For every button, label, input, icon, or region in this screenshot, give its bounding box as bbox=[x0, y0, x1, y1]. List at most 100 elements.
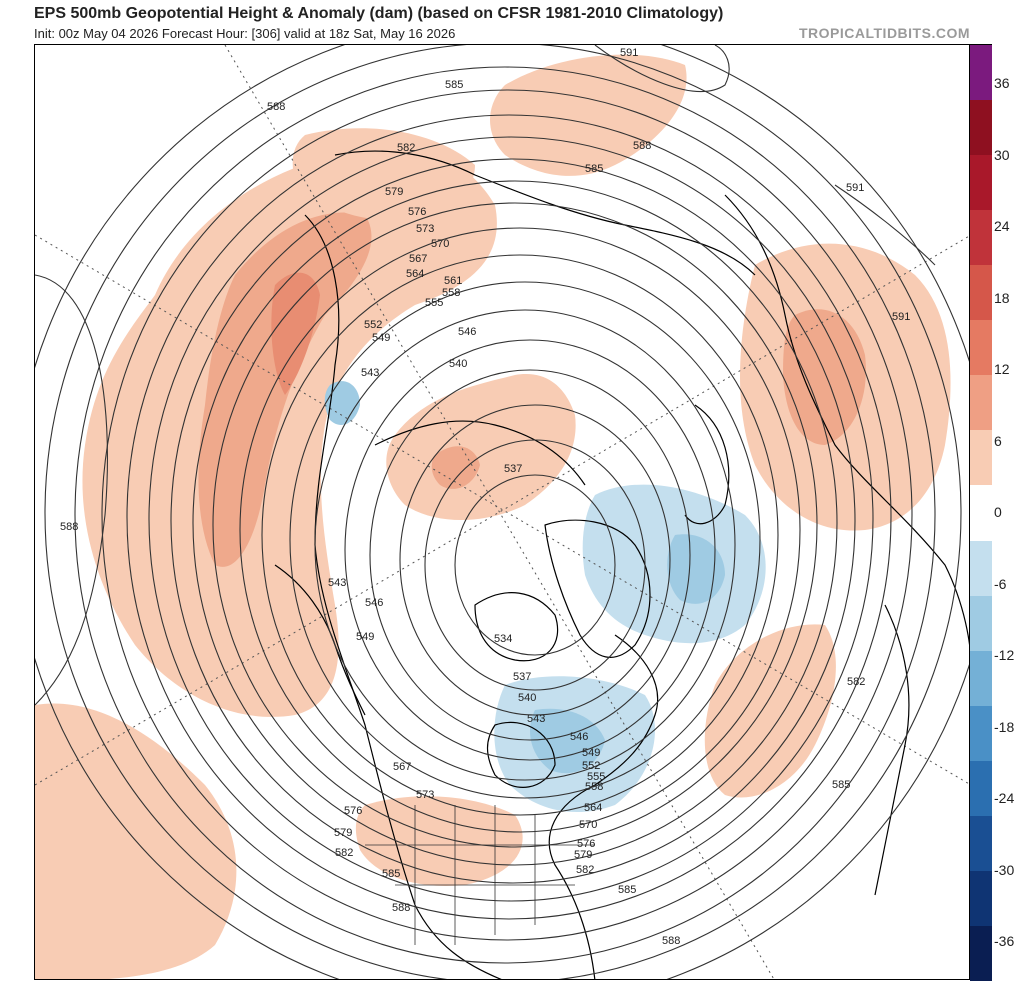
colorbar-tick-label: -6 bbox=[994, 575, 1007, 592]
colorbar-segment bbox=[970, 430, 992, 486]
contour-label: 576 bbox=[344, 805, 362, 817]
colorbar-segment bbox=[970, 815, 992, 872]
graticule bbox=[35, 45, 969, 979]
contour-label: 546 bbox=[570, 731, 588, 743]
positive-anomaly-pacific bbox=[82, 147, 497, 717]
anomaly-shading bbox=[35, 54, 951, 979]
contour-label: 591 bbox=[846, 182, 864, 194]
positive-anomaly-us bbox=[355, 796, 523, 886]
colorbar-segment bbox=[970, 870, 992, 927]
contour-label: 585 bbox=[832, 779, 850, 791]
contour-line bbox=[126, 114, 892, 920]
contour-label: 549 bbox=[356, 631, 374, 643]
contour-label: 582 bbox=[397, 142, 415, 154]
contour-label: 537 bbox=[504, 463, 522, 475]
contour-line bbox=[74, 66, 936, 964]
contour-label: 585 bbox=[382, 868, 400, 880]
positive-anomaly-europe-core bbox=[783, 309, 866, 445]
colorbar-tick-label: 0 bbox=[994, 504, 1002, 520]
colorbar-tick-label: 18 bbox=[994, 289, 1010, 306]
colorbar-segment bbox=[970, 595, 992, 652]
colorbar-tick-label: -36 bbox=[994, 933, 1015, 949]
colorbar-segment bbox=[970, 650, 992, 707]
coastline-scandinavia bbox=[684, 404, 730, 525]
contour-line bbox=[834, 184, 936, 266]
contour-line bbox=[314, 309, 736, 781]
positive-anomaly-north bbox=[490, 54, 687, 176]
contour-label: 567 bbox=[393, 761, 411, 773]
contour-label: 582 bbox=[335, 847, 353, 859]
contour-label: 570 bbox=[431, 238, 449, 250]
contour-line bbox=[35, 274, 109, 706]
colorbar-segment bbox=[970, 265, 992, 321]
contour-label: 543 bbox=[527, 713, 545, 725]
contour-label: 552 bbox=[582, 760, 600, 772]
contour-label: 564 bbox=[406, 268, 424, 280]
contour-label: 585 bbox=[618, 884, 636, 896]
coastline-siberia bbox=[374, 420, 586, 486]
contour-labels: 591 585 588 582 585 579 588 591 576 573 … bbox=[60, 47, 910, 947]
contour-label: 576 bbox=[408, 206, 426, 218]
colorbar-segment bbox=[970, 375, 992, 431]
contour-label: 555 bbox=[587, 771, 605, 783]
negative-anomaly-greenland-core bbox=[667, 534, 725, 604]
colorbar-tick-label: 12 bbox=[994, 361, 1010, 377]
colorbar-segment bbox=[970, 925, 992, 982]
positive-anomaly-arctic-core bbox=[431, 446, 480, 489]
colorbar-segment bbox=[970, 760, 992, 817]
map-title: EPS 500mb Geopotential Height & Anomaly … bbox=[34, 5, 724, 22]
contour-label: 534 bbox=[494, 633, 512, 645]
contour-label: 570 bbox=[579, 819, 597, 831]
contour-label: 549 bbox=[582, 747, 600, 759]
contour-line bbox=[344, 339, 716, 761]
colorbar-segment bbox=[970, 540, 992, 597]
contour-line bbox=[454, 474, 616, 656]
height-contours bbox=[35, 45, 969, 979]
contour-line bbox=[192, 180, 838, 866]
contour-label: 588 bbox=[662, 935, 680, 947]
contour-label: 573 bbox=[416, 223, 434, 235]
contour-label: 561 bbox=[444, 275, 462, 287]
contour-line bbox=[369, 369, 691, 741]
contour-label: 579 bbox=[574, 849, 592, 861]
contour-label: 540 bbox=[449, 358, 467, 370]
colorbar-segment bbox=[970, 210, 992, 266]
contour-label: 540 bbox=[518, 692, 536, 704]
contour-line bbox=[239, 227, 801, 833]
negative-anomaly-labrador-core bbox=[530, 708, 605, 774]
contour-label: 564 bbox=[584, 802, 602, 814]
contour-label: 543 bbox=[328, 577, 346, 589]
contour-label: 582 bbox=[847, 676, 865, 688]
contour-line bbox=[594, 45, 730, 93]
positive-anomaly-arctic bbox=[386, 374, 576, 520]
contour-label: 567 bbox=[409, 253, 427, 265]
contour-line bbox=[212, 202, 818, 848]
colorbar-segment bbox=[970, 320, 992, 376]
colorbar-tick-label: 36 bbox=[994, 75, 1010, 91]
contour-label: 558 bbox=[585, 781, 603, 793]
coastline-hudson-bay bbox=[486, 721, 556, 788]
site-brand[interactable]: TROPICALTIDBITS.COM bbox=[798, 25, 970, 41]
meridian-line bbox=[35, 234, 969, 785]
colorbar-segment bbox=[970, 100, 992, 156]
contour-label: 546 bbox=[458, 326, 476, 338]
colorbar-tick-label: 6 bbox=[994, 432, 1002, 449]
contour-line bbox=[44, 45, 962, 979]
anomaly-colorbar bbox=[970, 44, 992, 982]
colorbar-tick-label: -12 bbox=[994, 647, 1015, 663]
contour-label: 576 bbox=[577, 838, 595, 850]
contour-label: 546 bbox=[365, 597, 383, 609]
colorbar-tick-label: 30 bbox=[994, 146, 1010, 163]
contour-label: 585 bbox=[445, 79, 463, 91]
coastline-europe bbox=[724, 194, 969, 646]
contour-label: 588 bbox=[392, 902, 410, 914]
contour-label: 549 bbox=[372, 332, 390, 344]
contour-label: 591 bbox=[620, 47, 638, 59]
coastline-canada-islands bbox=[474, 592, 559, 662]
contour-label: 543 bbox=[361, 367, 379, 379]
contour-line bbox=[101, 89, 913, 941]
positive-anomaly-northwest bbox=[292, 128, 475, 221]
contour-label: 552 bbox=[364, 319, 382, 331]
polar-map: 591 585 588 582 585 579 588 591 576 573 … bbox=[34, 44, 970, 980]
meridian-line bbox=[35, 235, 969, 786]
